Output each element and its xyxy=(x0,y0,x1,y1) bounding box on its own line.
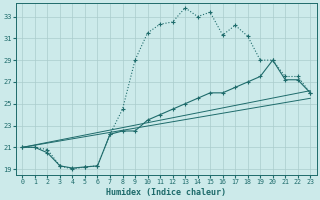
X-axis label: Humidex (Indice chaleur): Humidex (Indice chaleur) xyxy=(106,188,226,197)
